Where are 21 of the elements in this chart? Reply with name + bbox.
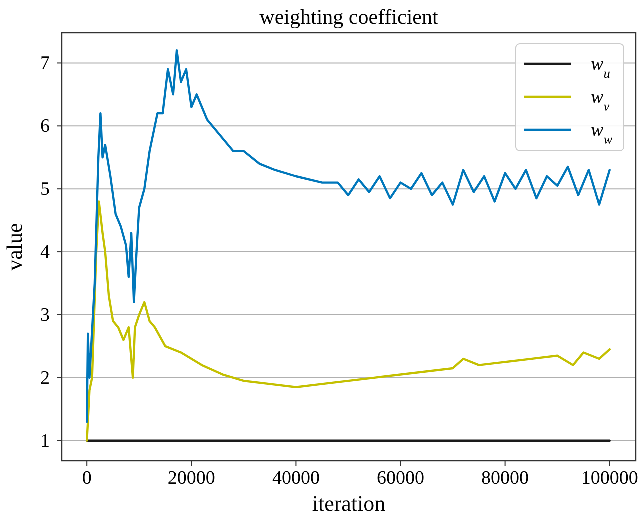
line-series	[86, 50, 611, 424]
x-tick-label: 40000	[272, 468, 320, 489]
y-tick-label: 4	[40, 242, 50, 264]
chart-title: weighting coefficient	[260, 5, 438, 29]
legend-label: w$_{w}$	[591, 120, 613, 146]
legend-label: w$_{u}$	[591, 54, 611, 80]
x-tick-label: 60000	[377, 468, 425, 489]
x-tick-label: 80000	[482, 468, 530, 489]
y-tick-label: 5	[40, 179, 50, 200]
y-tick-label: 1	[40, 430, 50, 452]
x-tick-label: 0	[82, 468, 92, 489]
legend-label: w$_{v}$	[591, 87, 610, 114]
x-tick-label: 20000	[168, 468, 216, 489]
y-tick-label: 7	[40, 53, 50, 74]
y-tick-label: 2	[40, 368, 50, 389]
x-tick-label: 100000	[581, 468, 638, 489]
y-tick-label: 3	[40, 304, 50, 326]
y-tick-label: 6	[40, 116, 50, 138]
line-series	[86, 200, 611, 442]
y-axis-title: value	[2, 223, 27, 271]
x-axis-title: iteration	[312, 491, 386, 516]
